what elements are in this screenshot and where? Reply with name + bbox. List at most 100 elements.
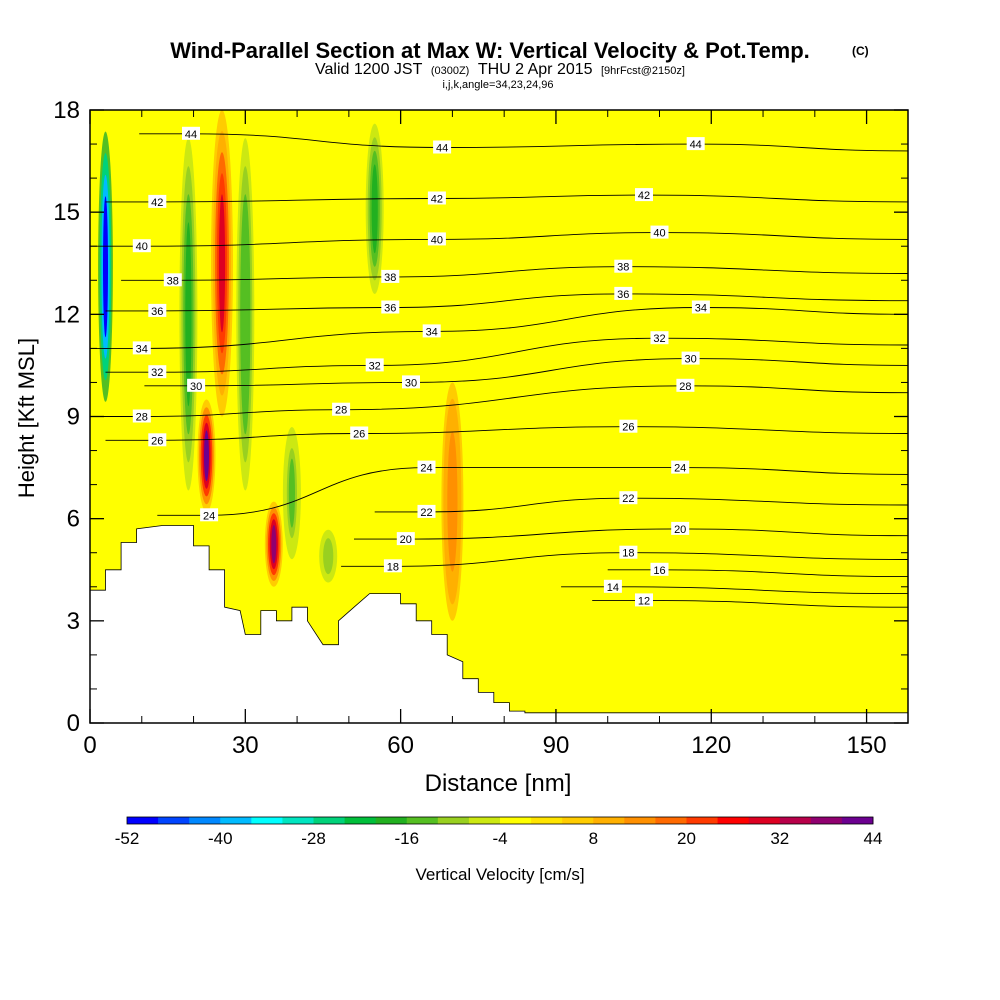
theta-label: 18: [622, 548, 634, 560]
colorbar-swatch: [282, 817, 314, 824]
velocity-cell-downdraft: [103, 196, 108, 338]
x-tick-label: 120: [691, 732, 731, 759]
y-tick-label: 3: [67, 608, 80, 635]
terrain-mask: [90, 525, 908, 723]
theta-label-box: [614, 259, 633, 273]
subtitle-indices: i,j,k,angle=34,23,24,96: [442, 79, 553, 91]
theta-label: 30: [190, 381, 202, 393]
colorbar-swatch: [437, 817, 470, 824]
colorbar: -52 -40 -28 -16 -4 8 20 32 44: [115, 816, 882, 848]
theta-label: 26: [622, 422, 634, 434]
colorbar-swatch: [593, 817, 625, 824]
theta-label: 42: [431, 194, 443, 206]
theta-label-box: [381, 300, 400, 314]
theta-label-box: [350, 426, 369, 440]
theta-contour-16: [607, 569, 908, 578]
theta-label-box: [148, 194, 167, 208]
colorbar-tick-label: -4: [492, 829, 507, 848]
theta-label: 34: [136, 343, 148, 355]
chart-subtitle: Valid 1200 JST (0300Z) THU 2 Apr 2015 [9…: [315, 61, 685, 78]
chart-title-suffix: (C): [852, 44, 869, 58]
theta-contour-22: [374, 497, 908, 513]
theta-label: 16: [653, 565, 665, 577]
theta-contour-14: [561, 586, 908, 595]
theta-label: 28: [136, 412, 148, 424]
colorbar-tick-label: -52: [115, 829, 140, 848]
theta-label-box: [635, 593, 653, 607]
theta-label: 20: [674, 524, 686, 536]
colorbar-swatch: [500, 817, 532, 824]
colorbar-swatch: [717, 817, 750, 824]
colorbar-tick-label: 20: [677, 829, 696, 848]
theta-label-box: [332, 402, 351, 416]
velocity-cell-downdraft: [242, 222, 249, 407]
theta-label-box: [200, 508, 219, 522]
theta-label-box: [650, 562, 669, 576]
theta-label: 44: [185, 129, 197, 141]
x-axis-label: Distance [nm]: [425, 770, 572, 797]
colorbar-swatch: [313, 817, 345, 824]
theta-label: 40: [136, 241, 148, 253]
colorbar-swatch: [127, 817, 159, 824]
theta-label: 44: [690, 139, 702, 151]
theta-label-box: [132, 239, 151, 253]
theta-label-box: [619, 491, 638, 505]
theta-label: 40: [653, 228, 665, 240]
theta-label: 40: [431, 234, 443, 246]
colorbar-tick-label: -16: [395, 829, 420, 848]
colorbar-swatch: [810, 817, 843, 824]
x-tick-label: 150: [847, 732, 887, 759]
theta-label-box: [163, 273, 182, 287]
theta-label-box: [148, 433, 167, 447]
theta-label-box: [417, 504, 436, 518]
theta-label-box: [365, 358, 384, 372]
theta-label-box: [681, 351, 700, 365]
theta-label: 32: [151, 367, 163, 379]
colorbar-swatch: [655, 817, 687, 824]
theta-label-box: [650, 225, 669, 239]
theta-label: 20: [400, 534, 412, 546]
theta-label: 22: [420, 507, 432, 519]
subtitle-zulu: (0300Z): [431, 65, 470, 77]
theta-label: 36: [151, 306, 163, 318]
x-tick-label: 60: [387, 732, 414, 759]
theta-label-box: [671, 460, 690, 474]
theta-label-box: [614, 286, 633, 300]
subtitle-date: THU 2 Apr 2015: [478, 61, 593, 78]
theta-label-box: [433, 140, 452, 154]
theta-contour-12: [592, 599, 908, 608]
theta-label: 38: [617, 262, 629, 274]
theta-label-box: [422, 324, 441, 338]
theta-label: 30: [684, 354, 696, 366]
theta-label-box: [402, 375, 420, 389]
theta-contour-20: [353, 528, 908, 540]
theta-label: 24: [420, 463, 432, 475]
colorbar-swatch: [251, 817, 283, 824]
theta-label: 28: [679, 381, 691, 393]
velocity-cell-updraft: [449, 448, 456, 556]
theta-label-box: [148, 303, 167, 317]
chart-title: Wind-Parallel Section at Max W: Vertical…: [170, 38, 810, 63]
theta-label-box: [676, 378, 695, 392]
theta-label: 32: [369, 360, 381, 372]
velocity-cell-downdraft: [288, 458, 295, 528]
velocity-cell-updraft: [271, 525, 277, 564]
velocity-cell-downdraft: [325, 542, 332, 570]
colorbar-swatch: [748, 817, 781, 824]
theta-label: 26: [353, 429, 365, 441]
theta-label-box: [635, 188, 653, 202]
x-tick-label: 90: [543, 732, 570, 759]
velocity-cell-updraft: [204, 430, 209, 482]
colorbar-tick-label: -28: [301, 829, 326, 848]
theta-label-box: [691, 300, 710, 314]
colorbar-swatch: [375, 817, 408, 824]
theta-label: 42: [638, 190, 650, 202]
theta-label: 42: [151, 197, 163, 209]
theta-label: 18: [387, 561, 399, 573]
colorbar-swatch: [468, 817, 501, 824]
colorbar-swatch: [406, 817, 439, 824]
